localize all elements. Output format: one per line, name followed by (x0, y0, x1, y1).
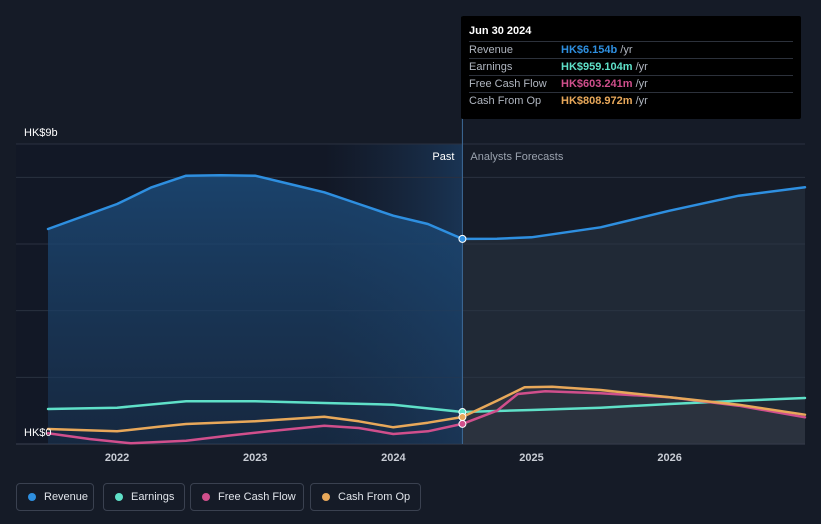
legend-item-earnings[interactable]: Earnings (103, 483, 185, 511)
legend-item-cash-from-op[interactable]: Cash From Op (310, 483, 421, 511)
series-line-free-cash-flow (46, 390, 807, 445)
x-tick-label: 2022 (105, 452, 129, 464)
tooltip-value: HK$808.972m/yr (561, 95, 648, 107)
y-axis-bottom-label: HK$0 (24, 427, 52, 439)
tooltip-row-free-cash-flow: Free Cash Flow HK$603.241m/yr (469, 75, 793, 93)
tooltip-label: Free Cash Flow (469, 78, 547, 90)
tooltip-value: HK$959.104m/yr (561, 61, 648, 73)
x-tick-label: 2023 (243, 452, 267, 464)
tooltip-row-earnings: Earnings HK$959.104m/yr (469, 58, 793, 76)
legend-label: Cash From Op (338, 491, 411, 503)
series-line-earnings (46, 396, 807, 414)
tooltip-value: HK$6.154b/yr (561, 44, 633, 56)
legend-label: Revenue (44, 491, 89, 503)
legend-item-free-cash-flow[interactable]: Free Cash Flow (190, 483, 304, 511)
past-label: Past (432, 151, 454, 163)
x-tick-label: 2026 (657, 452, 681, 464)
tooltip-date: Jun 30 2024 (469, 25, 532, 37)
x-tick-label: 2025 (519, 452, 543, 464)
tooltip-label: Earnings (469, 61, 513, 73)
tooltip-row-revenue: Revenue HK$6.154b/yr (469, 41, 793, 59)
legend-item-revenue[interactable]: Revenue (16, 483, 94, 511)
legend-label: Earnings (131, 491, 175, 503)
tooltip: Jun 30 2024 Revenue HK$6.154b/yr Earning… (461, 16, 801, 119)
tooltip-label: Cash From Op (469, 95, 542, 107)
revenue-area-forecast (462, 187, 805, 445)
cash-area-forecast (462, 386, 805, 444)
marker-cash-from-op (458, 413, 467, 422)
series-line-revenue (46, 174, 807, 241)
tooltip-label: Revenue (469, 44, 514, 56)
forecast-label: Analysts Forecasts (470, 151, 563, 163)
tooltip-value: HK$603.241m/yr (561, 78, 648, 90)
marker-free-cash-flow (458, 419, 467, 428)
legend-dot-icon (115, 493, 123, 501)
legend-dot-icon (28, 493, 36, 501)
marker-revenue (458, 234, 467, 243)
legend-dot-icon (322, 493, 330, 501)
x-tick-label: 2024 (381, 452, 406, 464)
series-line-cash-from-op (46, 385, 807, 433)
revenue-area-past (48, 175, 463, 445)
legend-dot-icon (202, 493, 210, 501)
y-axis-top-label: HK$9b (24, 127, 58, 139)
legend-label: Free Cash Flow (218, 491, 296, 503)
tooltip-row-cash-from-op: Cash From Op HK$808.972m/yr (469, 92, 793, 110)
